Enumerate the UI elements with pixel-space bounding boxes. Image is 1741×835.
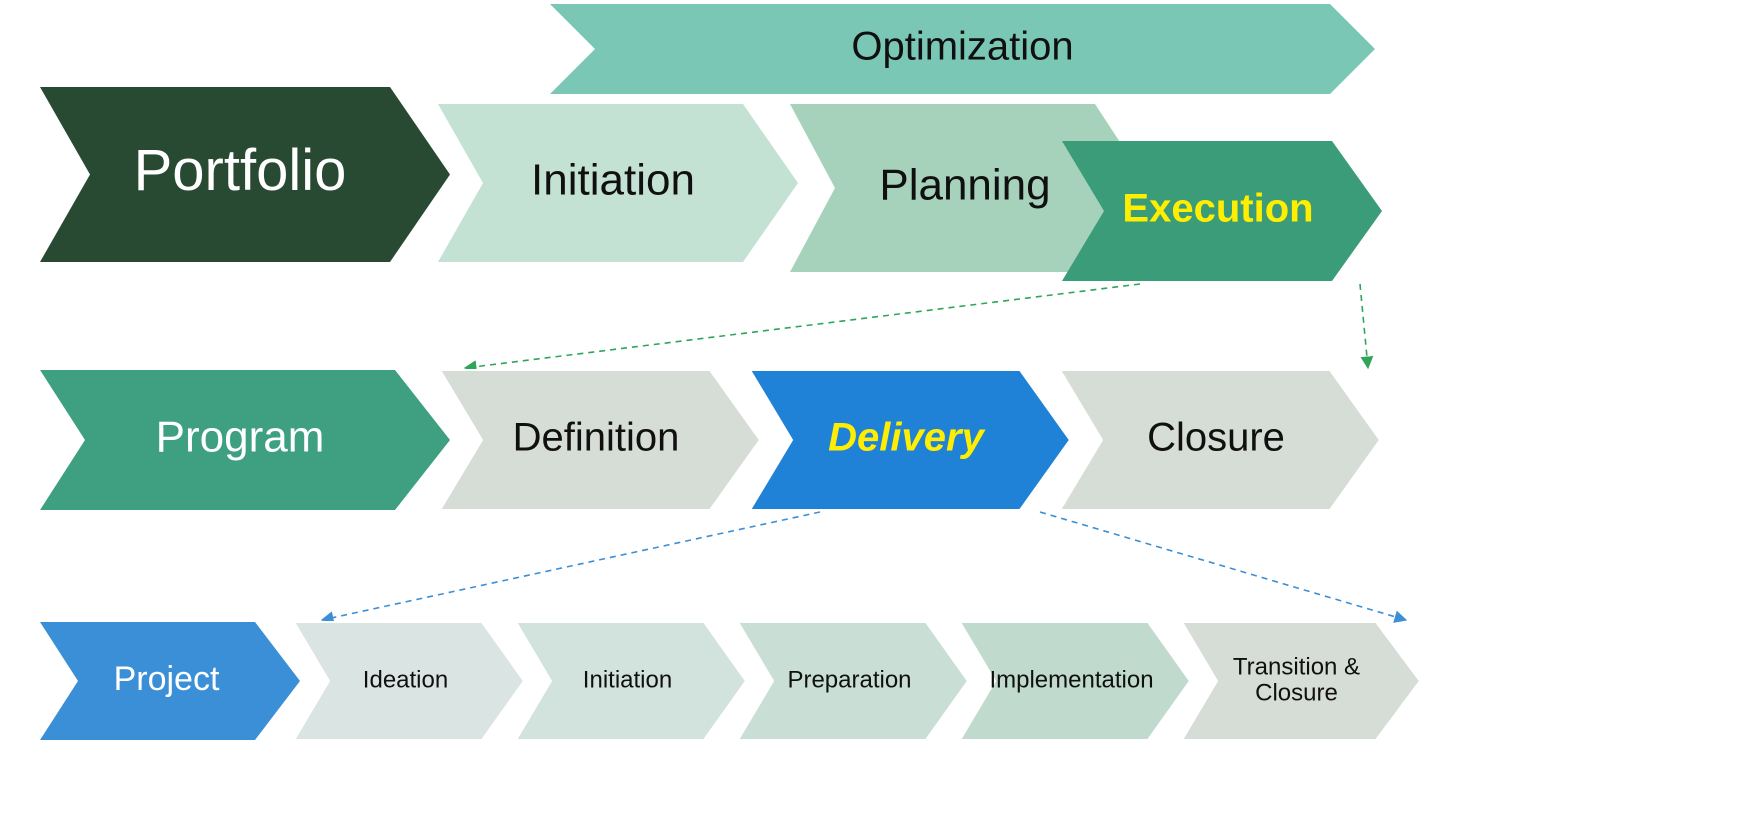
chevron-optimization: Optimization [550,4,1375,94]
chevron-closure: Closure [1060,370,1380,510]
chevron-delivery: Delivery [750,370,1070,510]
connector-exec-to-close [1360,284,1368,368]
chevron-label-project: Project [114,660,220,698]
chevron-label-portfolio: Portfolio [134,138,347,203]
chevron-preparation: Preparation [738,622,968,740]
chevron-execution: Execution [1062,141,1382,281]
chevron-label-initiation2: Initiation [583,666,672,693]
connector-deliv-to-tran [1040,512,1406,620]
chevron-label-ideation: Ideation [363,666,448,693]
chevron-label-implementation: Implementation [989,666,1153,693]
chevron-label-optimization: Optimization [851,25,1073,69]
process-hierarchy-diagram: Optimization Portfolio Initiation Planning E… [0,0,1741,835]
chevron-layer: Optimization Portfolio Initiation Planning E… [40,4,1420,740]
chevron-initiation: Initiation [438,104,798,262]
chevron-label-program: Program [156,413,325,462]
chevron-label-preparation: Preparation [787,666,911,693]
connector-deliv-to-idea [322,512,820,620]
chevron-label-delivery: Delivery [828,416,985,460]
chevron-implementation: Implementation [960,622,1190,740]
chevron-label-closure: Closure [1147,416,1285,460]
chevron-project: Project [40,622,300,740]
chevron-definition: Definition [440,370,760,510]
chevron-program: Program [40,370,450,510]
chevron-label-initiation: Initiation [531,156,695,205]
chevron-portfolio: Portfolio [40,87,450,262]
chevron-label-execution: Execution [1122,187,1313,231]
chevron-initiation2: Initiation [516,622,746,740]
chevron-label-definition: Definition [513,416,680,460]
connector-exec-to-def [465,284,1140,368]
chevron-ideation: Ideation [294,622,524,740]
chevron-transition: Transition &Closure [1182,622,1420,740]
chevron-label-planning: Planning [879,161,1050,210]
